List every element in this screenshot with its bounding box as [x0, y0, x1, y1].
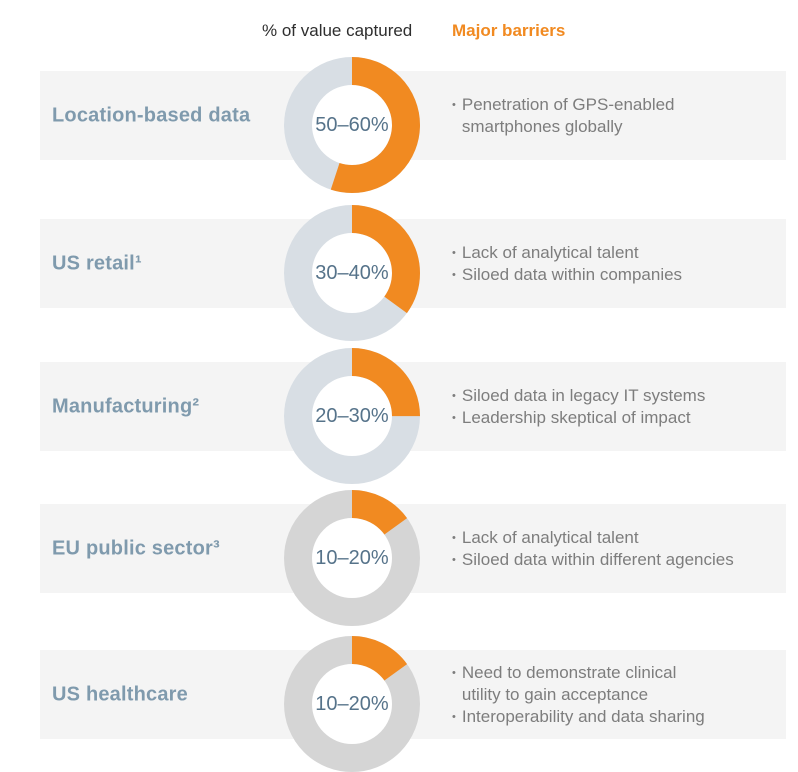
bullet-icon: •	[452, 268, 456, 281]
sector-row-manufacturing: Manufacturing² 20–30% • Siloed data in le…	[0, 348, 798, 484]
bullet-icon: •	[452, 246, 456, 259]
barrier-text: Leadership skeptical of impact	[461, 407, 691, 427]
barriers-list: • Lack of analytical talent • Siloed data w…	[452, 527, 734, 571]
value-range-label: 20–30%	[315, 404, 389, 427]
barrier-text: Penetration of GPS-enabled smartphones g…	[461, 94, 675, 136]
column-header-major-barriers: Major barriers	[452, 21, 566, 40]
sector-label: US healthcare	[52, 683, 188, 705]
bullet-icon: •	[452, 411, 456, 424]
barrier-item: • Need to demonstrate clinical utility to…	[452, 662, 705, 706]
sector-label: US retail¹	[52, 252, 142, 274]
barrier-item: • Siloed data within companies	[452, 264, 682, 286]
barrier-text: Lack of analytical talent	[461, 242, 639, 262]
donut-value-arc	[284, 636, 420, 772]
sector-row-location-based-data: Location-based data 50–60% • Penetration …	[0, 57, 798, 193]
donut-chart: 10–20%	[284, 490, 420, 626]
barrier-text: Siloed data within different agencies	[461, 549, 734, 569]
donut-value-arc	[284, 205, 420, 341]
sector-label: Manufacturing²	[52, 395, 200, 417]
barrier-item: • Siloed data in legacy IT systems	[452, 385, 705, 407]
bullet-icon: •	[452, 98, 456, 111]
barriers-list: • Lack of analytical talent • Siloed data w…	[452, 242, 682, 286]
barriers-list: • Need to demonstrate clinical utility to…	[452, 662, 705, 728]
donut-value-arc	[284, 490, 420, 626]
barrier-text: Siloed data in legacy IT systems	[461, 385, 706, 405]
barrier-item: • Siloed data within different agencies	[452, 549, 734, 571]
barrier-item: • Penetration of GPS-enabled smartphones …	[452, 94, 675, 138]
donut-value-arc	[284, 348, 420, 484]
bullet-icon: •	[452, 710, 456, 723]
barrier-text: Lack of analytical talent	[461, 527, 639, 547]
value-range-label: 30–40%	[315, 261, 389, 284]
barriers-list: • Penetration of GPS-enabled smartphones …	[452, 94, 675, 138]
barrier-text: Siloed data within companies	[461, 264, 683, 284]
barrier-item: • Interoperability and data sharing	[452, 706, 705, 728]
sector-row-eu-public-sector: EU public sector³ 10–20% • Lack of analyt…	[0, 490, 798, 626]
value-range-label: 10–20%	[315, 546, 389, 569]
value-range-label: 50–60%	[315, 113, 389, 136]
bullet-icon: •	[452, 553, 456, 566]
donut-chart: 10–20%	[284, 636, 420, 772]
column-header-value-captured: % of value captured	[262, 21, 413, 40]
barriers-list: • Siloed data in legacy IT systems • Leader…	[452, 385, 705, 429]
donut-chart: 30–40%	[284, 205, 420, 341]
donut-chart: 20–30%	[284, 348, 420, 484]
barrier-item: • Lack of analytical talent	[452, 242, 682, 264]
barrier-item: • Leadership skeptical of impact	[452, 407, 705, 429]
barrier-item: • Lack of analytical talent	[452, 527, 734, 549]
value-range-label: 10–20%	[315, 692, 389, 715]
bullet-icon: •	[452, 531, 456, 544]
barrier-text: Interoperability and data sharing	[461, 706, 705, 726]
sector-label: EU public sector³	[52, 537, 220, 559]
bullet-icon: •	[452, 389, 456, 402]
bullet-icon: •	[452, 666, 456, 679]
donut-chart: 50–60%	[284, 57, 420, 193]
sector-row-us-healthcare: US healthcare 10–20% • Need to demonstrat…	[0, 636, 798, 772]
sector-row-us-retail: US retail¹ 30–40% • Lack of analytical ta…	[0, 205, 798, 341]
sector-label: Location-based data	[52, 104, 251, 126]
donut-value-arc	[284, 57, 420, 193]
barrier-text: Need to demonstrate clinical utility to …	[461, 662, 677, 704]
